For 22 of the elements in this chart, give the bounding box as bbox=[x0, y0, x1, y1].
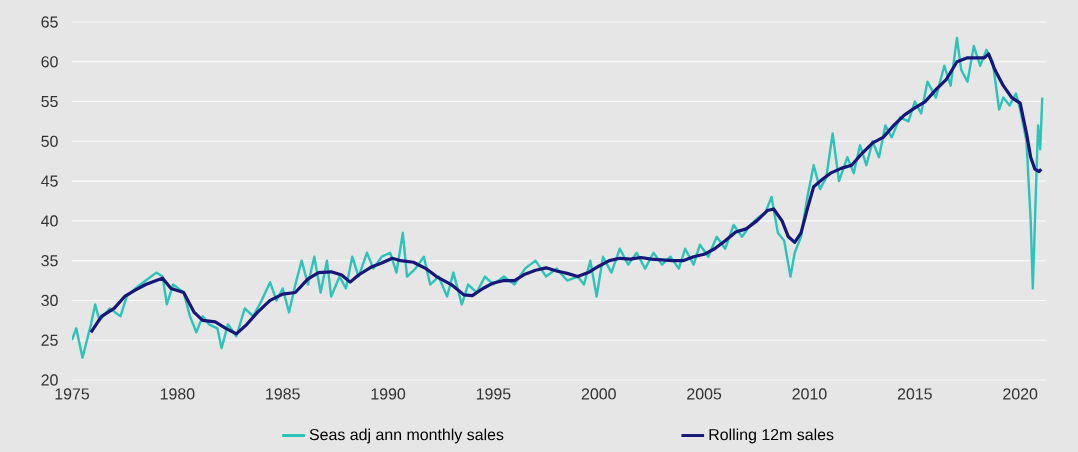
y-tick-label: 45 bbox=[41, 175, 58, 187]
y-tick-label: 40 bbox=[41, 215, 58, 227]
x-tick-label: 1995 bbox=[476, 388, 511, 400]
x-tick-label: 2015 bbox=[897, 388, 932, 400]
x-tick-label: 1980 bbox=[160, 388, 195, 400]
y-tick-label: 65 bbox=[41, 16, 58, 28]
x-tick-label: 1990 bbox=[371, 388, 406, 400]
x-tick-label: 2010 bbox=[792, 388, 827, 400]
x-tick-label: 2000 bbox=[581, 388, 616, 400]
x-tick-label: 2005 bbox=[687, 388, 722, 400]
x-tick-label: 1985 bbox=[266, 388, 300, 400]
x-tick-label: 2020 bbox=[1003, 388, 1038, 400]
y-tick-label: 35 bbox=[41, 255, 58, 267]
x-tick-label: 1975 bbox=[55, 388, 90, 400]
y-tick-label: 30 bbox=[41, 294, 58, 307]
legend-label: Rolling 12m sales bbox=[709, 428, 834, 444]
y-tick-label: 55 bbox=[41, 96, 58, 108]
y-tick-label: 20 bbox=[41, 374, 58, 386]
y-tick-label: 60 bbox=[41, 56, 58, 68]
legend-label: Seas adj ann monthly sales bbox=[309, 428, 504, 444]
y-tick-label: 50 bbox=[41, 135, 58, 147]
y-tick-label: 25 bbox=[41, 334, 58, 346]
